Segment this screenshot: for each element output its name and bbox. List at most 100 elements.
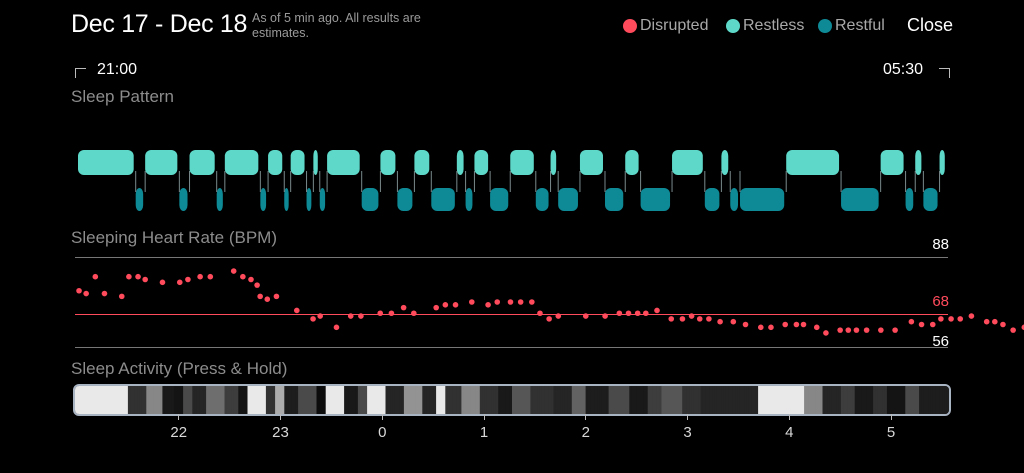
sleep-segment-restless bbox=[290, 150, 305, 175]
legend-restless: Restless bbox=[726, 16, 804, 36]
hour-tick-label: 0 bbox=[378, 424, 387, 441]
activity-cell bbox=[118, 386, 122, 414]
activity-cell bbox=[705, 386, 709, 414]
sleep-segment-restful bbox=[841, 188, 879, 211]
activity-cell bbox=[380, 386, 384, 414]
activity-cell bbox=[357, 386, 361, 414]
activity-cell bbox=[341, 386, 345, 414]
activity-cell bbox=[539, 386, 543, 414]
sleep-segment-restful bbox=[730, 188, 739, 211]
sleep-segment-restful bbox=[216, 188, 223, 211]
activity-cell bbox=[328, 386, 331, 414]
activity-cell bbox=[242, 386, 246, 414]
activity-cell bbox=[903, 386, 906, 414]
hour-tick-mark bbox=[788, 414, 790, 420]
hour-tick-mark bbox=[178, 414, 180, 420]
activity-cell bbox=[670, 386, 674, 414]
activity-cell bbox=[339, 386, 343, 414]
heart-rate-point bbox=[625, 310, 632, 317]
heart-rate-point bbox=[254, 282, 260, 288]
activity-cell bbox=[551, 386, 554, 414]
activity-cell bbox=[599, 386, 603, 414]
activity-cell bbox=[631, 386, 635, 414]
activity-cell bbox=[215, 386, 219, 414]
activity-cell bbox=[355, 386, 359, 414]
activity-cell bbox=[838, 386, 842, 414]
activity-cell bbox=[553, 386, 557, 414]
activity-cell bbox=[268, 386, 272, 414]
activity-cell bbox=[263, 386, 267, 414]
sleep-activity-title: Sleep Activity (Press & Hold) bbox=[71, 359, 288, 378]
sleep-segment-restful bbox=[284, 188, 289, 211]
activity-cell bbox=[567, 386, 571, 414]
activity-cell bbox=[714, 386, 718, 414]
activity-cell bbox=[898, 386, 902, 414]
heart-rate-point bbox=[347, 313, 354, 319]
heart-rate-point bbox=[257, 293, 263, 300]
activity-cell bbox=[682, 386, 686, 414]
activity-cell bbox=[760, 386, 764, 414]
heart-rate-point bbox=[1000, 321, 1006, 328]
activity-cell bbox=[541, 386, 545, 414]
activity-cell bbox=[893, 386, 897, 414]
activity-cell bbox=[751, 386, 755, 414]
heart-rate-point bbox=[768, 324, 774, 331]
activity-cell bbox=[700, 386, 704, 414]
heart-rate-point bbox=[908, 318, 915, 325]
activity-cell bbox=[622, 386, 626, 414]
sleep-segment-restless bbox=[474, 150, 489, 175]
activity-cell bbox=[778, 386, 782, 414]
activity-cell bbox=[792, 386, 796, 414]
activity-cell bbox=[477, 386, 481, 414]
sleep-activity-bar[interactable] bbox=[73, 384, 951, 416]
activity-cell bbox=[698, 386, 702, 414]
heart-rate-point bbox=[938, 316, 944, 322]
heart-rate-point bbox=[742, 321, 749, 328]
activity-cell bbox=[459, 386, 462, 414]
activity-cell bbox=[169, 386, 173, 414]
activity-cell bbox=[606, 386, 610, 414]
activity-cell bbox=[410, 386, 414, 414]
activity-cell bbox=[91, 386, 94, 414]
activity-cell bbox=[449, 386, 453, 414]
hour-tick-label: 1 bbox=[479, 424, 489, 441]
activity-cell bbox=[721, 386, 725, 414]
activity-cell bbox=[728, 386, 732, 414]
activity-cell bbox=[576, 386, 580, 414]
activity-cell bbox=[288, 386, 292, 414]
activity-cell bbox=[397, 386, 400, 414]
close-button[interactable]: Close bbox=[907, 15, 954, 35]
activity-cell bbox=[525, 386, 529, 414]
activity-cell bbox=[325, 386, 329, 414]
activity-cell bbox=[348, 386, 352, 414]
activity-cell bbox=[332, 386, 336, 414]
heart-rate-point bbox=[135, 273, 141, 280]
activity-cell bbox=[921, 386, 925, 414]
activity-cell bbox=[935, 386, 939, 414]
sleep-segment-restless bbox=[145, 150, 178, 175]
sleep-pattern-title: Sleep Pattern bbox=[71, 87, 175, 106]
activity-cell bbox=[472, 386, 476, 414]
sleep-segment-restless bbox=[939, 150, 945, 175]
activity-cell bbox=[318, 386, 322, 414]
activity-cell bbox=[238, 386, 242, 414]
activity-cell bbox=[868, 386, 872, 414]
sleep-segment-restful bbox=[135, 188, 144, 211]
heart-rate-point bbox=[863, 327, 870, 333]
activity-cell bbox=[493, 386, 497, 414]
activity-cell bbox=[104, 386, 108, 414]
activity-cell bbox=[387, 386, 391, 414]
activity-cell bbox=[275, 386, 278, 414]
heart-rate-point bbox=[968, 313, 975, 319]
activity-cell bbox=[190, 386, 193, 414]
activity-cell bbox=[353, 386, 357, 414]
heart-rate-point bbox=[555, 313, 562, 319]
sleep-pattern-chart bbox=[78, 150, 945, 211]
activity-cell bbox=[748, 386, 752, 414]
activity-cell bbox=[597, 386, 600, 414]
activity-cell bbox=[571, 386, 575, 414]
activity-cell bbox=[937, 386, 941, 414]
activity-cell bbox=[926, 386, 929, 414]
max-heart-rate-line bbox=[75, 257, 948, 258]
activity-cell bbox=[81, 386, 85, 414]
